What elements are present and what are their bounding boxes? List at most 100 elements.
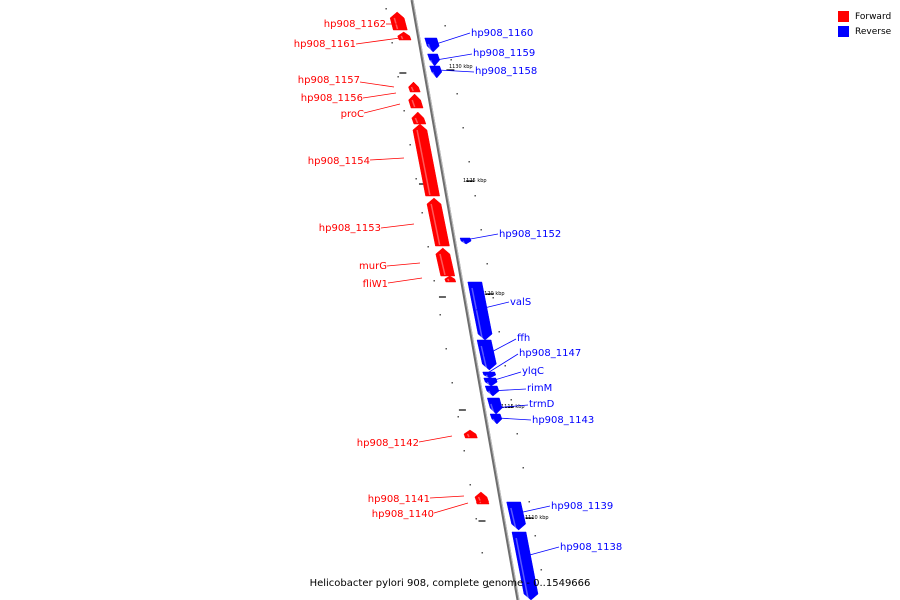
gene-hp908_1140-block [476, 499, 490, 505]
gene-ylqc-leader [487, 371, 522, 383]
minor-tick [480, 229, 482, 231]
gene-hp908_1138-block [511, 531, 539, 600]
gene-hp908_1154-leader [369, 157, 405, 161]
minor-tick [469, 484, 472, 486]
gene-hp908_1139-shade [510, 507, 517, 530]
minor-tick [427, 246, 429, 248]
gene-hp908_1142-block [463, 429, 478, 439]
minor-tick [463, 450, 465, 452]
minor-tick [462, 127, 464, 129]
gene-hp908_1138-label: hp908_1138 [560, 542, 622, 553]
gene-hp908_1156-leader [362, 92, 397, 99]
gene-hp908_1159-label: hp908_1159 [473, 48, 535, 59]
gene-hp908_1139-block [506, 501, 526, 531]
gene-hp908_1158-label: hp908_1158 [475, 66, 537, 77]
gene-hp908_1138-shade [515, 537, 529, 600]
gene-hp908_1138-leader [525, 546, 560, 557]
gene-hp908_1159-block [427, 53, 440, 67]
gene-hp908_1140-leader [433, 502, 469, 514]
gene-hp908_1152-leader [464, 233, 499, 241]
gene-hp908_1139-leader [513, 505, 551, 515]
minor-tick [450, 59, 452, 61]
tick-label: 1125 kbp [463, 178, 487, 184]
forward-swatch [838, 11, 849, 22]
minor-tick [474, 195, 476, 197]
gene-vals-leader [475, 301, 510, 311]
minor-tick [487, 586, 490, 588]
gene-hp908_1157-block [408, 81, 421, 93]
tick-label: 1110 kbp [525, 515, 549, 521]
minor-tick [528, 501, 531, 503]
minor-tick [510, 399, 512, 401]
gene-hp908_1158-shade [431, 71, 436, 78]
gene-hp908_1156-block [408, 93, 424, 109]
gene-vals-label: valS [510, 297, 531, 308]
gene-hp908_1141-label: hp908_1141 [368, 494, 430, 505]
gene-hp908_1160-leader [435, 32, 471, 45]
gene-hp908_1147-block [482, 371, 497, 379]
minor-tick [486, 263, 488, 265]
gene-fliw1-block [444, 275, 457, 283]
tick-label: 1115 kbp [501, 404, 525, 410]
backbone-line [410, 0, 520, 600]
minor-tick [481, 552, 484, 554]
gene-hp908_1154-block [412, 123, 440, 197]
legend-item-forward: Forward [838, 9, 891, 24]
minor-tick [475, 518, 478, 520]
gene-hp908_1143-shade [492, 418, 496, 424]
gene-ffh-label: ffh [517, 333, 530, 344]
gene-hp908_1157-label: hp908_1157 [298, 75, 360, 86]
legend-item-reverse: Reverse [838, 24, 891, 39]
gene-hp908_1160-block [424, 37, 440, 53]
gene-trmd-shade [490, 403, 495, 414]
gene-ylqc-label: ylqC [522, 366, 544, 377]
gene-ffh-leader [483, 338, 517, 357]
legend: Forward Reverse [838, 9, 891, 39]
backbone-highlight [412, 0, 520, 600]
gene-hp908_1140-label: hp908_1140 [372, 509, 434, 520]
gene-rimm-label: rimM [527, 383, 552, 394]
gene-hp908_1143-leader [497, 417, 532, 421]
minor-tick [433, 280, 435, 282]
tick-label: 1120 kbp [481, 291, 505, 297]
gene-murg-label: murG [359, 261, 387, 272]
minor-tick [444, 25, 446, 27]
gene-hp908_1154-label: hp908_1154 [308, 156, 370, 167]
gene-hp908_1161-label: hp908_1161 [294, 39, 356, 50]
gene-fliw1-leader [387, 277, 423, 284]
minor-tick [421, 212, 423, 214]
minor-tick [522, 467, 525, 469]
minor-tick [504, 365, 506, 367]
gene-proc-leader [363, 103, 401, 114]
minor-tick [492, 297, 494, 299]
minor-tick [451, 382, 453, 384]
gene-hp908_1147-leader [485, 353, 519, 375]
legend-label-forward: Forward [855, 11, 892, 22]
gene-hp908_1153-block [426, 197, 450, 247]
gene-hp908_1152-shade [462, 240, 465, 244]
gene-hp908_1142-shade [466, 433, 470, 438]
reverse-swatch [838, 26, 849, 37]
gene-hp908_1161-shade [400, 35, 404, 40]
minor-tick [439, 314, 441, 316]
gene-hp908_1157-leader [359, 81, 395, 88]
gene-hp908_1147-label: hp908_1147 [519, 348, 581, 359]
minor-tick [516, 433, 518, 435]
gene-hp908_1161-block [397, 31, 412, 41]
gene-murg-block [435, 247, 456, 277]
gene-vals-shade [471, 287, 484, 340]
gene-hp908_1162-block [389, 11, 408, 31]
minor-tick [468, 161, 470, 163]
gene-ffh-shade [480, 345, 488, 370]
minor-tick [456, 93, 458, 95]
gene-hp908_1160-shade [427, 43, 432, 52]
gene-hp908_1153-shade [430, 203, 441, 246]
gene-trmd-leader [493, 404, 529, 409]
gene-trmd-block [486, 397, 503, 415]
legend-label-reverse: Reverse [855, 26, 892, 37]
gene-hp908_1141-leader [429, 495, 465, 499]
gene-hp908_1142-leader [418, 435, 453, 443]
gene-proc-label: proC [341, 109, 364, 120]
map-caption: Helicobacter pylori 908, complete genome… [309, 578, 591, 589]
